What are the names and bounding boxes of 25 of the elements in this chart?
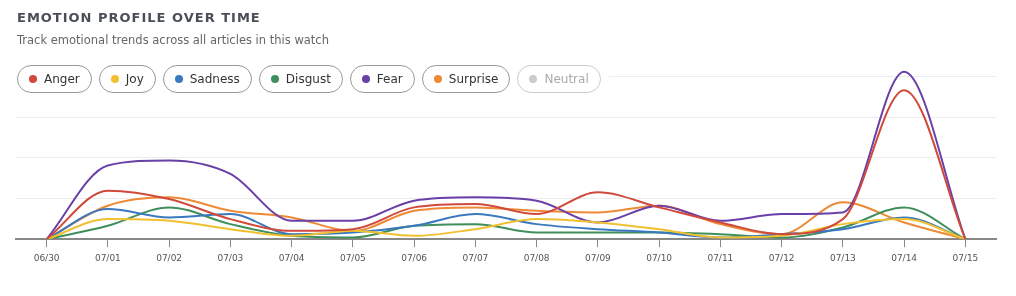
x-tick-label: 07/01 <box>94 252 121 263</box>
legend-label: Disgust <box>285 72 331 86</box>
x-tick-label: 07/11 <box>707 252 734 263</box>
legend-label: Joy <box>125 72 144 86</box>
x-tick-label: 07/03 <box>217 252 244 263</box>
legend-label: Anger <box>44 72 80 86</box>
x-tick-label: 07/15 <box>952 252 979 263</box>
x-tick-label: 07/08 <box>523 252 550 263</box>
x-tick-label: 07/13 <box>829 252 856 263</box>
x-tick-label: 07/14 <box>891 252 918 263</box>
x-tick-label: 07/09 <box>584 252 612 263</box>
x-tick-label: 07/04 <box>278 252 305 263</box>
chart-title: EMOTION PROFILE OVER TIME <box>17 10 261 25</box>
x-tick-label: 07/02 <box>156 252 183 263</box>
legend-label: Sadness <box>189 72 240 86</box>
x-tick-label: 07/10 <box>646 252 673 263</box>
legend-label: Fear <box>376 72 403 86</box>
x-tick-label: 07/05 <box>339 252 366 263</box>
legend-label: Neutral <box>544 72 589 86</box>
x-tick-label: 06/30 <box>33 252 60 263</box>
x-tick-label: 07/06 <box>401 252 428 263</box>
legend-label: Surprise <box>448 72 499 86</box>
x-tick-label: 07/12 <box>768 252 795 263</box>
chart-subtitle: Track emotional trends across all articles in this watch <box>17 33 329 47</box>
x-tick-label: 07/07 <box>462 252 489 263</box>
